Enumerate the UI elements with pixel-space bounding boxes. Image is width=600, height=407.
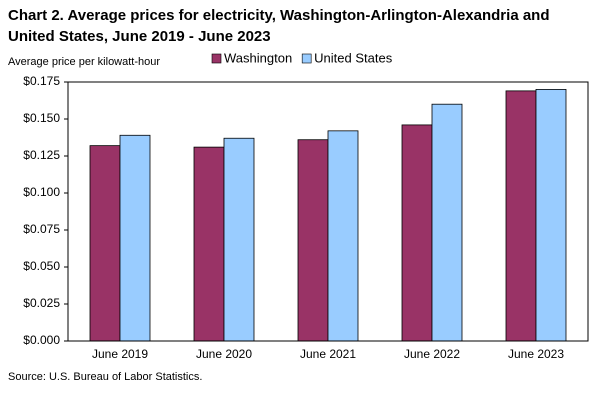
x-tick-label: June 2022 — [404, 347, 460, 361]
legend-swatch — [301, 53, 312, 64]
bar — [89, 145, 121, 342]
legend-swatch — [211, 53, 222, 64]
bar — [193, 146, 225, 342]
source-note: Source: U.S. Bureau of Labor Statistics. — [8, 371, 202, 383]
chart-title: Chart 2. Average prices for electricity,… — [8, 7, 550, 45]
y-tick-label: $0.000 — [23, 333, 60, 347]
legend-label: Washington — [224, 50, 292, 65]
bar — [535, 89, 567, 342]
bar — [297, 139, 329, 342]
y-tick-label: $0.150 — [23, 111, 60, 125]
y-tick-label: $0.125 — [23, 148, 60, 162]
y-tick-label: $0.075 — [23, 222, 60, 236]
y-axis-label: Average price per kilowatt-hour — [8, 56, 160, 68]
bar — [223, 137, 255, 342]
bar — [401, 124, 433, 342]
bar — [431, 103, 463, 342]
y-tick-label: $0.025 — [23, 296, 60, 310]
plot-frame — [67, 81, 589, 342]
bar — [505, 90, 537, 342]
y-tick-label: $0.050 — [23, 259, 60, 273]
y-tick-label: $0.175 — [23, 74, 60, 88]
x-tick-label: June 2019 — [92, 347, 148, 361]
y-tick-label: $0.100 — [23, 185, 60, 199]
bar — [327, 130, 359, 342]
x-tick-label: June 2021 — [300, 347, 356, 361]
x-tick-label: June 2020 — [196, 347, 252, 361]
legend-label: United States — [314, 50, 393, 65]
x-tick-label: June 2023 — [508, 347, 564, 361]
bar — [119, 134, 151, 342]
